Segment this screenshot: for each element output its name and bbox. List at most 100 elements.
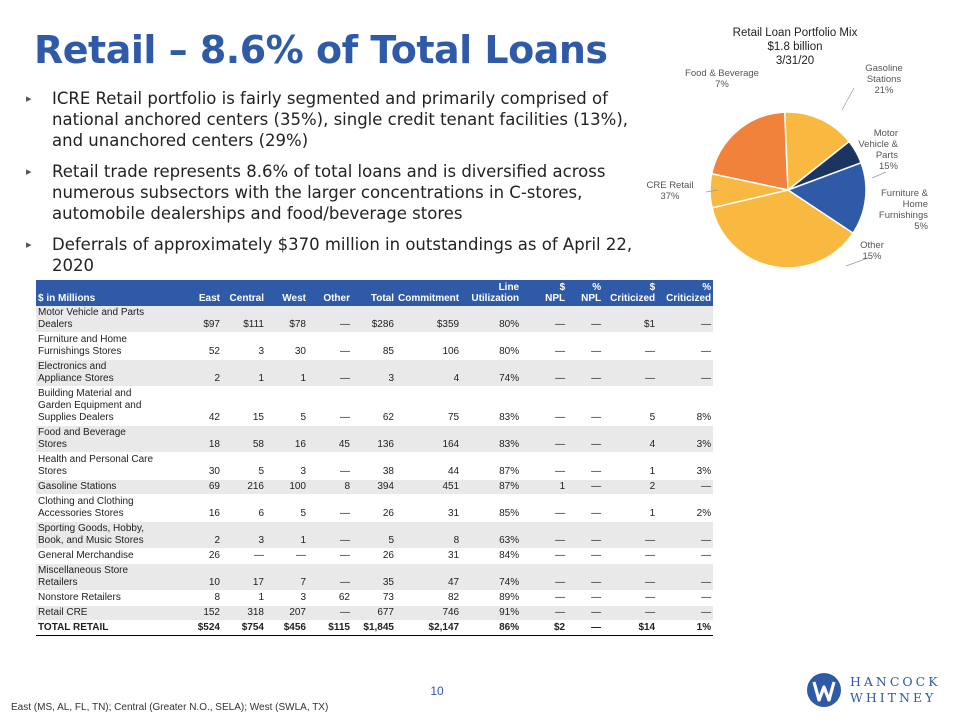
table-cell: $754 [222, 620, 266, 636]
slice-label-line: CRE Retail [647, 180, 694, 191]
table-cell: — [657, 548, 714, 564]
table-cell: — [521, 425, 568, 453]
table-cell: 5 [222, 452, 266, 480]
table-row: Health and Personal Care Stores 30 5 3—38 44 8… [36, 452, 714, 480]
logo-text-line2: WHITNEY [850, 690, 937, 705]
table-cell: — [521, 563, 568, 591]
slice-label-line: 5% [914, 221, 928, 232]
page-title: Retail – 8.6% of Total Loans [34, 28, 608, 72]
table-cell: — [308, 332, 352, 360]
column-header-line: Utilization [471, 293, 520, 304]
table-cell: 74% [461, 563, 522, 591]
table-cell: 85 [352, 332, 396, 360]
slice-label-line: Food & Beverage [685, 68, 759, 79]
table-cell: 30 [266, 332, 308, 360]
table-cell: 62 [308, 590, 352, 606]
row-label-line: Building Material and [38, 388, 132, 399]
table-cell: — [521, 386, 568, 426]
table-cell: 8 [308, 479, 352, 495]
row-label: Furniture and Home Furnishings Stores [36, 332, 180, 360]
table-cell: — [521, 605, 568, 621]
slice-label-line: 7% [715, 79, 729, 90]
table-cell: 80% [461, 332, 522, 360]
table-cell: — [521, 590, 568, 606]
table-cell: — [308, 306, 352, 333]
table-cell: 31 [396, 494, 462, 522]
table-cell: — [266, 548, 308, 564]
table-cell: — [657, 563, 714, 591]
table-cell: 30 [180, 452, 222, 480]
column-header-line: East [198, 293, 220, 304]
row-label: Sporting Goods, Hobby, Book, and Music St… [36, 521, 180, 549]
table-cell: — [567, 494, 604, 522]
table-cell: — [567, 359, 604, 387]
table-cell: 87% [461, 452, 522, 480]
slice-label-line: Gasoline [865, 63, 903, 74]
table-cell: $115 [308, 620, 352, 636]
slice-label-line: Furniture & [881, 188, 929, 199]
table-cell: 84% [461, 548, 522, 564]
table-cell: — [308, 452, 352, 480]
table-cell: — [308, 359, 352, 387]
table-cell: — [521, 494, 568, 522]
table-row: Furniture and Home Furnishings Stores 52 3 3… [36, 332, 714, 360]
table-cell: 1 [222, 590, 266, 606]
table-cell: 5 [266, 494, 308, 522]
table-cell: 4 [603, 425, 658, 453]
table-row: Electronics and Appliance Stores 2 1 1—3 4 74%… [36, 359, 714, 387]
row-label-line: Health and Personal Care [38, 454, 154, 465]
pie-chart: Gasoline Stations 21% Motor Vehicle & Parts 15… [640, 26, 960, 276]
table-cell: 26 [180, 548, 222, 564]
table-cell: 1 [266, 359, 308, 387]
leader-line [705, 189, 719, 193]
table-cell: — [521, 548, 568, 564]
table-cell: — [308, 386, 352, 426]
table-cell: 74% [461, 359, 522, 387]
slice-label: CRE Retail 37% [647, 180, 694, 202]
table-cell: 3 [266, 452, 308, 480]
slice-label-line: 37% [660, 191, 680, 202]
table-cell: 207 [266, 605, 308, 621]
column-header-line: NPL [581, 293, 602, 304]
column-header: $ in Millions [36, 280, 180, 306]
table-cell: $2 [521, 620, 568, 636]
table-cell: — [308, 521, 352, 549]
table-cell: 3 [222, 521, 266, 549]
table-cell: 164 [396, 425, 462, 453]
table-cell: $97 [180, 306, 222, 333]
column-header-line: NPL [545, 293, 566, 304]
table-cell: — [603, 521, 658, 549]
retail-loans-table: $ in Millions East Central West Other Total Co… [36, 280, 714, 636]
row-label-line: Supplies Dealers [38, 412, 114, 423]
table-cell: 3 [352, 359, 396, 387]
leader-line [845, 257, 869, 267]
table-cell: — [657, 521, 714, 549]
row-label: Electronics and Appliance Stores [36, 359, 180, 387]
table-cell: 44 [396, 452, 462, 480]
table-cell: — [657, 605, 714, 621]
table-cell: — [521, 306, 568, 333]
table-cell: 15 [222, 386, 266, 426]
chart-title: Retail Loan Portfolio Mix $1.8 billion 3… [730, 26, 860, 68]
table-cell: $14 [603, 620, 658, 636]
column-header: $ NPL [521, 280, 568, 306]
row-label-line: Garden Equipment and [38, 400, 142, 411]
table-cell: — [567, 452, 604, 480]
table-cell: 89% [461, 590, 522, 606]
table-cell: 87% [461, 479, 522, 495]
table-cell: 1 [521, 479, 568, 495]
table-cell: 5 [603, 386, 658, 426]
column-header-line: $ [559, 282, 566, 293]
leader-line [871, 171, 887, 179]
table-total-row: TOTAL RETAIL $524 $754 $456 $115 $1,845 $2,147… [36, 620, 714, 636]
table-cell: 91% [461, 605, 522, 621]
row-label: Miscellaneous Store Retailers [36, 563, 180, 591]
table-cell: 3 [222, 332, 266, 360]
bullet-list: ▸ ICRE Retail portfolio is fairly segment… [24, 88, 664, 286]
column-header: $ Criticized [603, 280, 658, 306]
table-cell: — [308, 563, 352, 591]
column-header-line: Criticized [610, 293, 656, 304]
row-label: Retail CRE [36, 605, 180, 621]
table-row: Miscellaneous Store Retailers 10 17 7—35 47 74… [36, 563, 714, 591]
table-row: Clothing and Clothing Accessories Stores 1… [36, 494, 714, 522]
